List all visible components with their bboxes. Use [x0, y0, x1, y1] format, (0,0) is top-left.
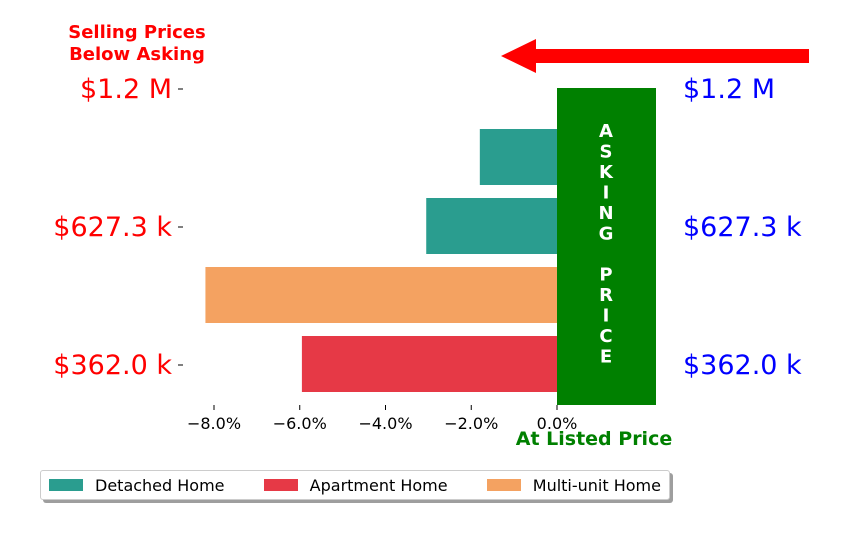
asking-letter: G — [599, 224, 614, 245]
asking-letter: P — [599, 265, 612, 286]
asking-letter: N — [598, 203, 613, 224]
asking-letter: C — [599, 326, 612, 347]
right-price-label: $1.2 M — [683, 74, 775, 105]
asking-letter: S — [600, 142, 613, 163]
asking-letter: K — [599, 162, 614, 183]
bar-4 — [301, 336, 557, 392]
x-tick-label: −8.0% — [187, 414, 241, 433]
legend-swatch-detached — [49, 479, 83, 491]
asking-letter: I — [603, 183, 610, 204]
x-tick-label: −2.0% — [444, 414, 498, 433]
left-price-label: $362.0 k — [53, 350, 172, 381]
bar-2 — [426, 198, 557, 254]
asking-letter: A — [599, 121, 613, 142]
legend-item-apartment: Apartment Home — [263, 475, 448, 495]
bar-3 — [205, 267, 558, 323]
legend-swatch-multi-unit — [486, 479, 521, 491]
left-price-label: $1.2 M — [80, 74, 172, 105]
annotation-at-listed-price: At Listed Price — [516, 428, 672, 450]
legend-item-detached: Detached Home — [49, 476, 225, 495]
asking-letter: I — [603, 306, 610, 327]
x-tick-label: −6.0% — [273, 414, 327, 433]
annotation-below-asking-line1: Selling Prices — [68, 22, 205, 43]
bar-1 — [479, 129, 557, 185]
asking-letter: R — [599, 285, 613, 306]
legend-label-apartment: Apartment Home — [309, 475, 448, 495]
asking-price-box — [557, 88, 656, 405]
annotation-below-asking-line2: Below Asking — [69, 44, 205, 65]
bars-layer — [205, 129, 558, 392]
legend-swatch-apartment — [263, 479, 298, 491]
x-tick-label: −4.0% — [358, 414, 412, 433]
chart-legend: Detached Home Apartment Home Multi-unit … — [40, 470, 670, 500]
legend-item-multi-unit: Multi-unit Home — [486, 475, 661, 495]
asking-letter: E — [600, 347, 612, 368]
right-price-label: $627.3 k — [683, 212, 802, 243]
legend-label-detached: Detached Home — [95, 475, 225, 495]
legend-label-multi-unit: Multi-unit Home — [532, 475, 661, 495]
left-arrow-icon — [501, 39, 809, 73]
left-price-label: $627.3 k — [53, 212, 172, 243]
left-price-axis: $1.2 M $627.3 k $362.0 k — [53, 74, 183, 381]
x-axis: −8.0% −6.0% −4.0% −2.0% 0.0% — [187, 405, 577, 433]
right-price-axis: $1.2 M $627.3 k $362.0 k — [683, 74, 802, 381]
right-price-label: $362.0 k — [683, 350, 802, 381]
x-tick-label: 0.0% — [537, 414, 578, 433]
